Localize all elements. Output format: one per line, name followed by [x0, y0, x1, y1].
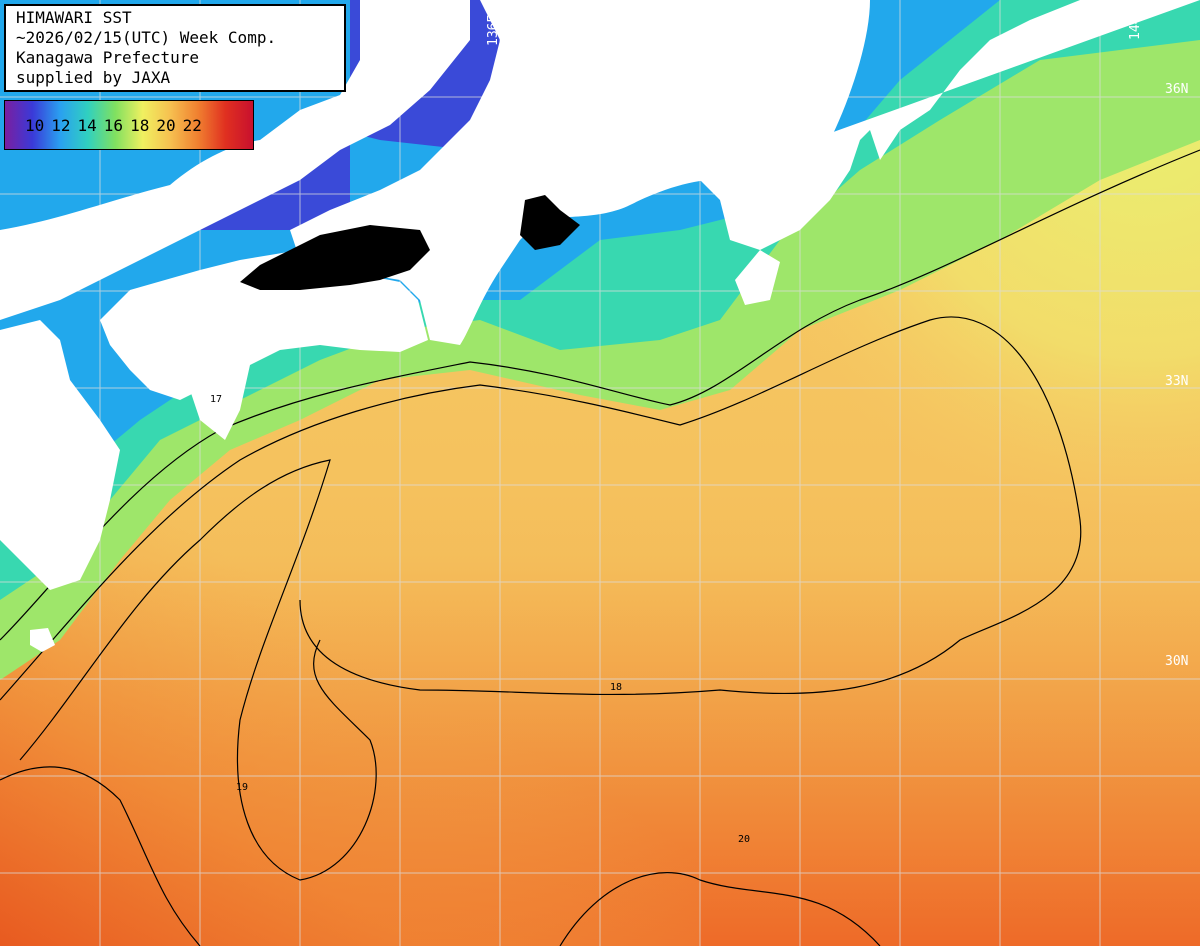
- lon-label-144e: 144E: [1128, 8, 1143, 40]
- legend-label-12: 12: [51, 116, 71, 135]
- lon-label-136e: 136E: [486, 14, 501, 46]
- contour-labels: 19 18 17 20: [210, 394, 750, 845]
- contour-17: [0, 149, 1200, 641]
- legend-label-14: 14: [77, 116, 97, 135]
- lake-biwa: [240, 225, 430, 290]
- legend-labels: 10 12 14 16 18 20 22: [25, 116, 209, 135]
- sst-contours: [0, 149, 1200, 946]
- contour-label-18-a: 18: [610, 682, 622, 693]
- lat-label-33n: 33N: [1165, 374, 1189, 389]
- land: [0, 0, 1200, 652]
- legend-label-10: 10: [25, 116, 45, 135]
- color-legend: 10 12 14 16 18 20 22: [4, 100, 254, 150]
- info-supplier: supplied by JAXA: [16, 68, 171, 87]
- legend-label-22: 22: [182, 116, 202, 135]
- contour-label-20-a: 20: [738, 834, 750, 845]
- info-title: HIMAWARI SST: [16, 8, 132, 27]
- contour-18: [0, 316, 1082, 701]
- lat-label-36n: 36N: [1165, 82, 1189, 97]
- legend-label-16: 16: [103, 116, 124, 135]
- legend-label-20: 20: [156, 116, 176, 135]
- land-izu-kanto: [700, 0, 1200, 250]
- land-tanegashima: [30, 628, 55, 652]
- info-box: HIMAWARI SST ~2026/02/15(UTC) Week Comp.…: [4, 4, 346, 92]
- inland-water: [240, 195, 580, 290]
- legend-label-18: 18: [130, 116, 150, 135]
- land-kii-peninsula: [190, 260, 428, 440]
- land-boso: [735, 250, 780, 305]
- contour-20: [0, 766, 201, 946]
- info-prefecture: Kanagawa Prefecture: [16, 48, 200, 67]
- contour-label-17-a: 17: [210, 394, 222, 405]
- contour-20-south: [559, 872, 881, 946]
- info-date: ~2026/02/15(UTC) Week Comp.: [16, 28, 277, 47]
- contour-label-19-a: 19: [236, 782, 248, 793]
- land-honshu-west: [0, 0, 470, 320]
- lake-hamana: [520, 195, 580, 250]
- contour-19: [19, 459, 377, 881]
- land-kyushu: [0, 320, 120, 590]
- land-honshu-central: [290, 0, 870, 345]
- lat-label-30n: 30N: [1165, 654, 1189, 669]
